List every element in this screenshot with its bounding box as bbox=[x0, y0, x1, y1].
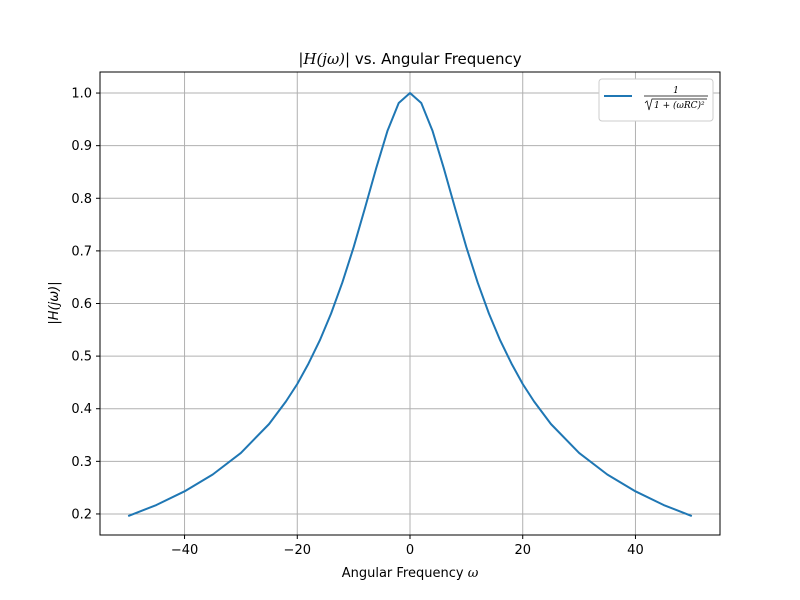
legend-box bbox=[598, 78, 714, 122]
chart-title-text: vs. Angular Frequency bbox=[350, 50, 522, 68]
x-axis-label-symbol: ω bbox=[468, 566, 479, 581]
legend-denominator: 1 + (ωRC)² bbox=[654, 100, 705, 111]
y-tick-label: 0.9 bbox=[71, 139, 92, 154]
chart-title: |H(jω)| vs. Angular Frequency bbox=[298, 50, 521, 68]
series-line bbox=[127, 92, 693, 517]
y-tick-label: 0.5 bbox=[71, 350, 92, 365]
y-tick-label: 0.3 bbox=[71, 455, 92, 470]
x-tick-label: −20 bbox=[284, 543, 311, 558]
x-tick-label: 20 bbox=[514, 543, 531, 558]
legend-numerator: 1 bbox=[673, 86, 679, 96]
legend-radical-sign bbox=[644, 98, 707, 111]
x-tick-label: 40 bbox=[627, 543, 644, 558]
axis-ticks: −40 −20 0 20 40 0.2 0.3 0.4 0.5 0.6 0.7 0.8 0.9 1.0 bbox=[71, 87, 643, 558]
x-tick-label: −40 bbox=[171, 543, 198, 558]
series-layer bbox=[127, 92, 693, 517]
y-tick-label: 0.6 bbox=[71, 297, 92, 312]
x-tick-label: 0 bbox=[406, 543, 414, 558]
y-tick-label: 0.2 bbox=[71, 507, 92, 522]
y-axis-label: |H(jω)| bbox=[47, 281, 62, 324]
x-axis-label-text: Angular Frequency bbox=[342, 566, 468, 581]
grid-lines bbox=[100, 72, 720, 535]
y-tick-label: 0.8 bbox=[71, 192, 92, 207]
legend: 1 1 + (ωRC)² bbox=[598, 78, 714, 122]
x-axis-label: Angular Frequency ω bbox=[342, 566, 479, 581]
y-tick-label: 0.7 bbox=[71, 244, 92, 259]
chart-title-math: |H(jω)| bbox=[298, 50, 350, 68]
y-tick-label: 0.4 bbox=[71, 402, 92, 417]
y-tick-label: 1.0 bbox=[71, 87, 92, 102]
